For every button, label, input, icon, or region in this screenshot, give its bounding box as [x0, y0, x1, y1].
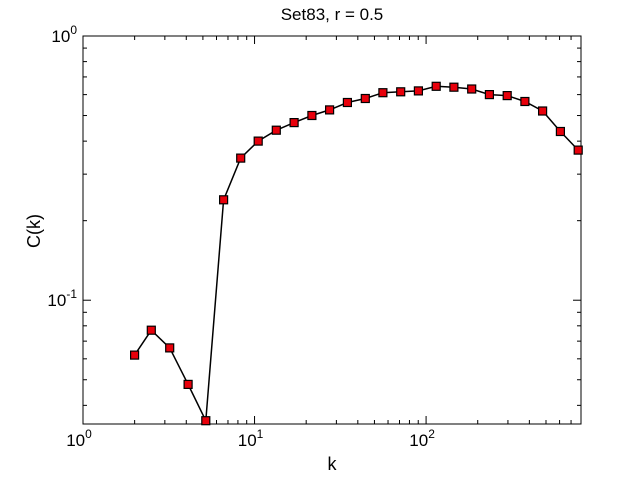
x-tick-label-exponent: 2 — [428, 427, 435, 441]
data-point — [289, 117, 299, 128]
chart-title: Set83, r = 0.5 — [281, 5, 384, 24]
data-point — [555, 126, 566, 137]
data-point — [431, 81, 441, 91]
data-point — [219, 195, 229, 205]
y-tick-label: 10-1 — [47, 287, 77, 310]
data-point — [396, 87, 406, 97]
data-point — [467, 84, 477, 94]
y-axis-label: C(k) — [24, 214, 44, 248]
data-point — [484, 89, 494, 100]
data-point — [413, 86, 423, 96]
data-point — [502, 90, 512, 101]
x-tick-label-base: 10 — [238, 431, 257, 450]
data-point — [183, 379, 193, 389]
y-tick-label-exponent: 0 — [70, 23, 77, 37]
data-point — [342, 97, 352, 108]
data-point — [271, 125, 281, 135]
data-point — [146, 325, 156, 335]
data-markers — [130, 81, 583, 426]
data-point — [360, 93, 370, 104]
data-point — [537, 106, 548, 116]
y-tick-label-base: 10 — [51, 27, 70, 46]
data-point — [307, 110, 317, 121]
x-tick-label-base: 10 — [409, 431, 428, 450]
data-point — [165, 343, 175, 353]
data-point — [130, 350, 140, 360]
data-point — [253, 136, 263, 146]
x-axis-label: k — [328, 454, 338, 474]
x-tick-label-exponent: 1 — [257, 427, 264, 441]
y-tick-label: 100 — [51, 23, 77, 46]
x-tick-label-exponent: 0 — [85, 427, 92, 441]
data-point — [236, 153, 246, 163]
y-tick-label-exponent: -1 — [66, 287, 77, 301]
x-tick-label: 101 — [238, 427, 264, 450]
data-point — [325, 105, 335, 115]
x-tick-label: 100 — [66, 427, 92, 450]
data-point — [378, 88, 388, 98]
x-tick-label-base: 10 — [66, 431, 85, 450]
data-point — [573, 145, 583, 155]
y-tick-label-base: 10 — [47, 291, 66, 310]
plot-area — [82, 35, 582, 425]
x-tick-label: 102 — [409, 427, 435, 450]
data-point — [520, 96, 530, 107]
data-point — [201, 416, 211, 426]
data-point — [449, 82, 459, 92]
